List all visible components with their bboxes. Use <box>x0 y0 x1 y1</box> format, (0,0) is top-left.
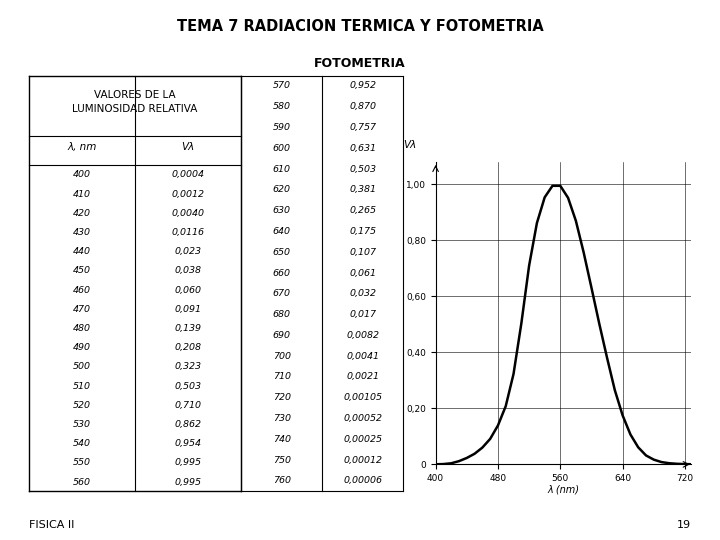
Text: 0,060: 0,060 <box>174 286 202 295</box>
Text: 460: 460 <box>73 286 91 295</box>
Text: 560: 560 <box>73 477 91 487</box>
Text: 0,061: 0,061 <box>349 268 377 278</box>
Text: 0,00006: 0,00006 <box>343 476 382 485</box>
Text: VALORES DE LA
LUMINOSIDAD RELATIVA: VALORES DE LA LUMINOSIDAD RELATIVA <box>72 90 198 114</box>
Text: Vλ: Vλ <box>181 142 194 152</box>
Text: 740: 740 <box>273 435 291 444</box>
Text: 0,00012: 0,00012 <box>343 456 382 464</box>
Text: 550: 550 <box>73 458 91 468</box>
Text: 730: 730 <box>273 414 291 423</box>
Text: 0,631: 0,631 <box>349 144 377 153</box>
Text: 0,757: 0,757 <box>349 123 377 132</box>
Text: 760: 760 <box>273 476 291 485</box>
Text: 570: 570 <box>273 82 291 90</box>
Text: 0,995: 0,995 <box>174 458 202 468</box>
Text: 0,175: 0,175 <box>349 227 377 236</box>
Text: 0,208: 0,208 <box>174 343 202 352</box>
Text: 0,862: 0,862 <box>174 420 202 429</box>
Text: λ, nm: λ, nm <box>67 142 96 152</box>
Text: 0,870: 0,870 <box>349 102 377 111</box>
Text: 0,503: 0,503 <box>349 165 377 173</box>
Text: 0,952: 0,952 <box>349 82 377 90</box>
Text: 0,0012: 0,0012 <box>171 190 204 199</box>
Text: 0,023: 0,023 <box>174 247 202 256</box>
Text: 0,0021: 0,0021 <box>346 373 379 381</box>
Text: 500: 500 <box>73 362 91 372</box>
Text: 720: 720 <box>273 393 291 402</box>
Text: 420: 420 <box>73 209 91 218</box>
Text: 600: 600 <box>273 144 291 153</box>
Text: 0,038: 0,038 <box>174 266 202 275</box>
X-axis label: λ (nm): λ (nm) <box>547 484 580 495</box>
Text: 450: 450 <box>73 266 91 275</box>
Text: 640: 640 <box>273 227 291 236</box>
Text: 0,995: 0,995 <box>174 477 202 487</box>
Text: FISICA II: FISICA II <box>29 520 74 530</box>
Text: 19: 19 <box>677 520 691 530</box>
Text: 660: 660 <box>273 268 291 278</box>
Text: 400: 400 <box>73 171 91 179</box>
Y-axis label: Vλ: Vλ <box>403 140 417 150</box>
Text: 680: 680 <box>273 310 291 319</box>
Text: 0,00105: 0,00105 <box>343 393 382 402</box>
Text: 650: 650 <box>273 248 291 256</box>
Text: 510: 510 <box>73 382 91 390</box>
Text: 610: 610 <box>273 165 291 173</box>
Text: 690: 690 <box>273 331 291 340</box>
Text: 520: 520 <box>73 401 91 410</box>
Text: 0,00052: 0,00052 <box>343 414 382 423</box>
Text: TEMA 7 RADIACION TERMICA Y FOTOMETRIA: TEMA 7 RADIACION TERMICA Y FOTOMETRIA <box>176 19 544 34</box>
Text: 0,139: 0,139 <box>174 324 202 333</box>
Text: 0,710: 0,710 <box>174 401 202 410</box>
Text: 630: 630 <box>273 206 291 215</box>
Text: 0,954: 0,954 <box>174 439 202 448</box>
Text: 710: 710 <box>273 373 291 381</box>
Text: 0,381: 0,381 <box>349 185 377 194</box>
Text: 440: 440 <box>73 247 91 256</box>
Text: 0,017: 0,017 <box>349 310 377 319</box>
Text: FOTOMETRIA: FOTOMETRIA <box>314 57 406 70</box>
Text: 0,265: 0,265 <box>349 206 377 215</box>
Text: 0,032: 0,032 <box>349 289 377 298</box>
Text: 0,0041: 0,0041 <box>346 352 379 361</box>
Text: 700: 700 <box>273 352 291 361</box>
Text: 530: 530 <box>73 420 91 429</box>
Text: 0,0040: 0,0040 <box>171 209 204 218</box>
Text: 0,503: 0,503 <box>174 382 202 390</box>
Text: 0,323: 0,323 <box>174 362 202 372</box>
Text: 0,0082: 0,0082 <box>346 331 379 340</box>
Text: 410: 410 <box>73 190 91 199</box>
Text: 620: 620 <box>273 185 291 194</box>
Text: 470: 470 <box>73 305 91 314</box>
Text: 580: 580 <box>273 102 291 111</box>
Text: 490: 490 <box>73 343 91 352</box>
Text: 0,107: 0,107 <box>349 248 377 256</box>
Text: 480: 480 <box>73 324 91 333</box>
Text: 0,00025: 0,00025 <box>343 435 382 444</box>
Text: 0,0116: 0,0116 <box>171 228 204 237</box>
Text: 590: 590 <box>273 123 291 132</box>
Text: 750: 750 <box>273 456 291 464</box>
Text: 430: 430 <box>73 228 91 237</box>
Text: 540: 540 <box>73 439 91 448</box>
Text: 0,0004: 0,0004 <box>171 171 204 179</box>
Text: 670: 670 <box>273 289 291 298</box>
Text: 0,091: 0,091 <box>174 305 202 314</box>
